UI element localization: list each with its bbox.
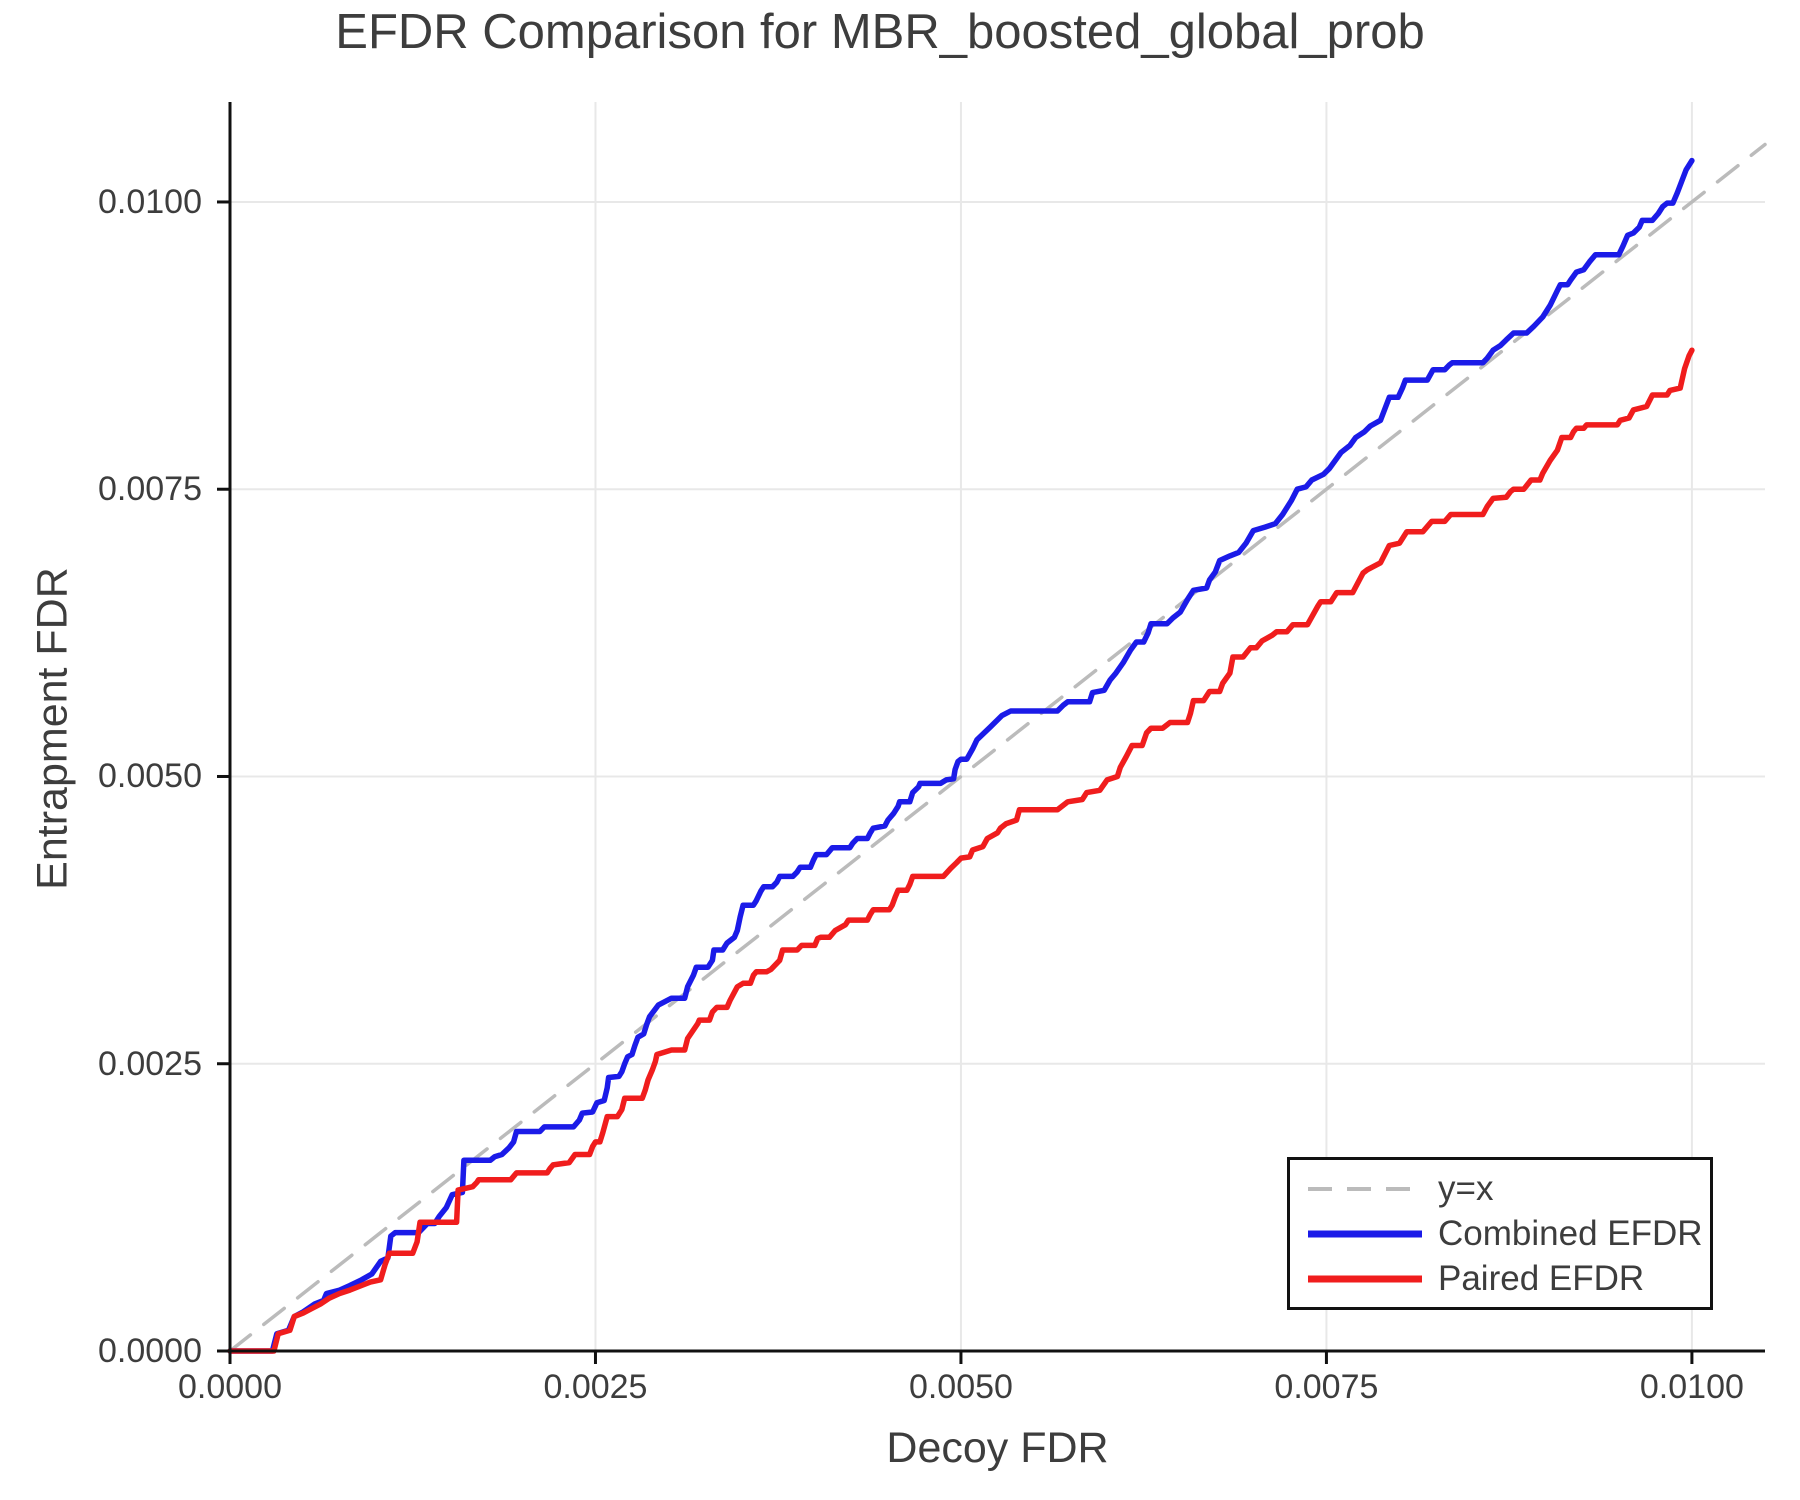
legend-row-combined-efdr: Combined EFDR	[1306, 1212, 1710, 1255]
y-tick-label: 0.0075	[98, 470, 202, 509]
chart-title: EFDR Comparison for MBR_boosted_global_p…	[335, 5, 1425, 59]
legend-label-paired-efdr: Paired EFDR	[1438, 1258, 1645, 1298]
series-line-combined-efdr	[227, 157, 1695, 1354]
x-axis-title: Decoy FDR	[886, 1424, 1109, 1472]
x-tick-label: 0.0050	[908, 1368, 1013, 1406]
legend-label-combined-efdr: Combined EFDR	[1438, 1213, 1703, 1253]
y-tick-label: 0.0025	[98, 1044, 202, 1083]
y-tick-label: 0.0100	[98, 182, 202, 221]
series-line-y-x	[228, 142, 1767, 1353]
x-tick-label: 0.0000	[178, 1368, 282, 1406]
y-tick-label: 0.0000	[98, 1332, 202, 1370]
combined-efdr-line-sample-icon	[1308, 1230, 1422, 1237]
y-tick-label: 0.0050	[98, 757, 202, 796]
legend-row-identity: y=x	[1306, 1167, 1710, 1210]
x-tick-label: 0.0075	[1274, 1368, 1379, 1406]
series-line-paired-efdr	[227, 347, 1695, 1354]
legend-label-identity: y=x	[1438, 1168, 1494, 1208]
x-tick-label: 0.0025	[543, 1368, 648, 1406]
identity-line-sample-icon	[1308, 1186, 1422, 1191]
legend: y=x Combined EFDR Paired EFDR	[1287, 1157, 1713, 1310]
y-axis-title: Entrapment FDR	[28, 567, 77, 890]
x-tick-label: 0.0100	[1639, 1368, 1744, 1406]
legend-row-paired-efdr: Paired EFDR	[1306, 1257, 1710, 1300]
paired-efdr-line-sample-icon	[1308, 1275, 1422, 1282]
